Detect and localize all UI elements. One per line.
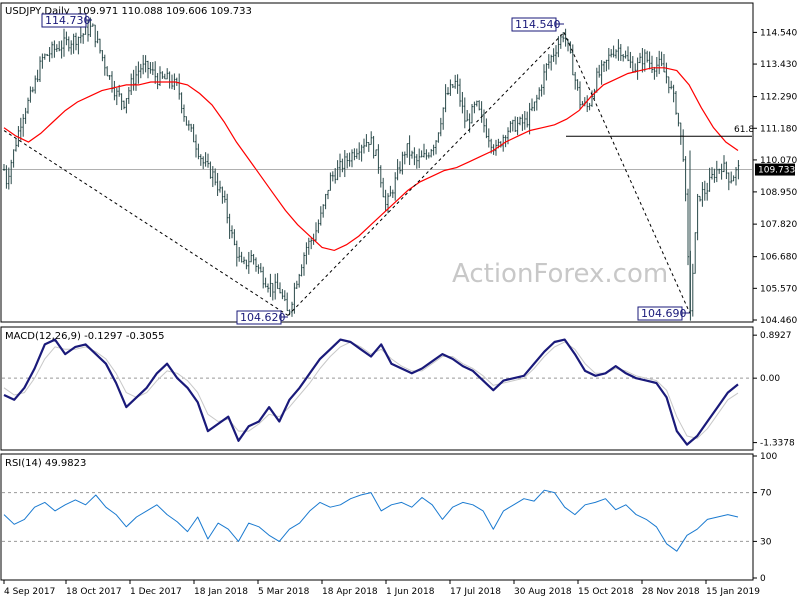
macd-panel-frame (0, 326, 754, 451)
x-tick-label: 30 Aug 2018 (514, 587, 572, 597)
watermark: ActionForex.com (452, 259, 668, 289)
price-tick-label: 104.460 (760, 316, 797, 326)
price-tick-label: 105.570 (760, 284, 797, 294)
x-tick-label: 28 Nov 2018 (642, 587, 700, 597)
price-tick-label: 114.540 (760, 28, 797, 38)
rsi-tick-label: 100 (760, 452, 777, 462)
price-tick-label: 110.070 (760, 156, 797, 166)
price-tick-label: 111.180 (760, 124, 797, 134)
annotation-low-1: 104.620 (236, 310, 286, 325)
macd-tick-label: 0.00 (760, 374, 780, 384)
price-tick-label: 107.820 (760, 220, 797, 230)
x-tick-label: 15 Oct 2018 (578, 587, 634, 597)
macd-tick-label: 0.8927 (760, 331, 792, 341)
price-tick-label: 108.950 (760, 188, 797, 198)
fib-label: 61.8 (734, 125, 754, 135)
annotation-low-1-label: 104.620 (240, 311, 286, 324)
price-title-symbol: USDJPY,Daily (5, 6, 70, 17)
annotation-high-1-label: 114.730 (45, 14, 91, 27)
annotation-high-2-label: 114.540 (515, 18, 561, 31)
rsi-title: RSI(14) 49.9823 (5, 458, 86, 469)
macd-line (3, 338, 739, 446)
last-price-text: 109.733 (758, 166, 795, 176)
annotation-high-2: 114.540 (511, 17, 561, 32)
rsi-panel-frame (0, 453, 754, 581)
x-tick-label: 4 Sep 2017 (4, 587, 55, 597)
annotation-low-2-label: 104.690 (641, 307, 687, 320)
rsi-tick-label: 70 (760, 489, 772, 499)
trendline-down-1 (3, 130, 289, 316)
rsi-tick-label: 30 (760, 537, 772, 547)
x-tick-label: 1 Jun 2018 (386, 587, 435, 597)
x-tick-label: 5 Mar 2018 (258, 587, 310, 597)
moving-average-line (3, 67, 739, 252)
x-tick-label: 17 Jul 2018 (450, 587, 501, 597)
price-tick-label: 106.680 (760, 253, 797, 263)
macd-title: MACD(12,26,9) -0.1297 -0.3055 (5, 331, 165, 342)
x-tick-label: 18 Jan 2018 (194, 587, 248, 597)
rsi-line (3, 489, 739, 552)
x-tick-label: 18 Oct 2017 (66, 587, 122, 597)
price-title: USDJPY,Daily 109.971 110.088 109.606 109… (5, 6, 252, 17)
price-tick-label: 113.430 (760, 60, 797, 70)
x-tick-label: 18 Apr 2018 (322, 587, 378, 597)
annotation-low-2: 104.690 (637, 306, 687, 321)
price-panel-frame (0, 2, 754, 323)
rsi-tick-label: 0 (760, 574, 766, 584)
price-title-quote: 109.971 110.088 109.606 109.733 (77, 6, 252, 17)
x-tick-label: 1 Dec 2017 (130, 587, 182, 597)
x-tick-label: 15 Jan 2019 (706, 587, 760, 597)
last-price-tag: 109.733 (755, 163, 795, 176)
annotation-high-1: 114.730 (41, 13, 91, 28)
macd-tick-label: -1.3378 (760, 439, 795, 449)
macd-signal-line (3, 341, 739, 439)
price-tick-label: 112.290 (760, 93, 797, 103)
